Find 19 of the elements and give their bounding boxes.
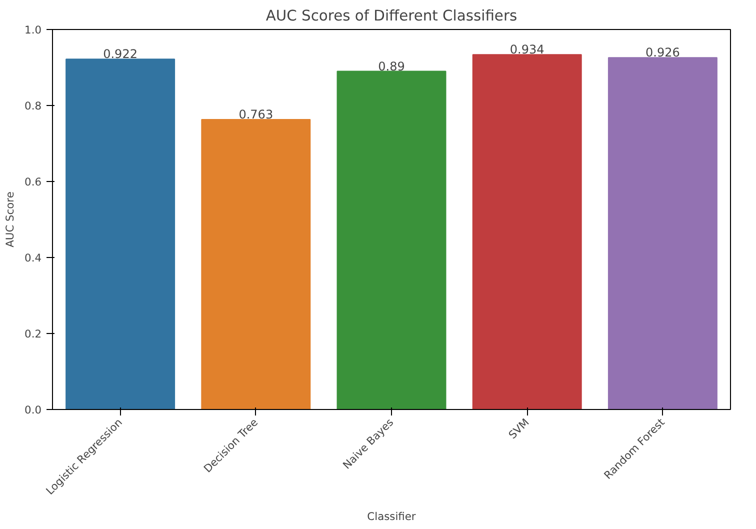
bar xyxy=(66,58,176,410)
y-tick-label: 1.0 xyxy=(24,24,42,36)
y-tick-label: 0.6 xyxy=(24,176,42,188)
y-tick-label: 0.2 xyxy=(24,328,42,340)
bar xyxy=(472,54,582,410)
bar xyxy=(201,119,311,410)
y-axis-title: AUC Score xyxy=(4,192,17,248)
data-label: 0.922 xyxy=(103,47,138,62)
x-axis-title: Classifier xyxy=(367,510,416,523)
data-label: 0.926 xyxy=(646,46,680,60)
data-label: 0.763 xyxy=(238,108,274,122)
data-label: 0.89 xyxy=(378,59,405,74)
chart-title: AUC Scores of Different Classifiers xyxy=(266,8,518,24)
bar xyxy=(336,70,446,410)
bar xyxy=(608,57,718,410)
y-tick-label: 0.0 xyxy=(24,404,42,416)
y-tick-label: 0.4 xyxy=(24,252,42,264)
y-tick-label: 0.8 xyxy=(24,100,42,112)
data-label: 0.934 xyxy=(510,42,544,57)
